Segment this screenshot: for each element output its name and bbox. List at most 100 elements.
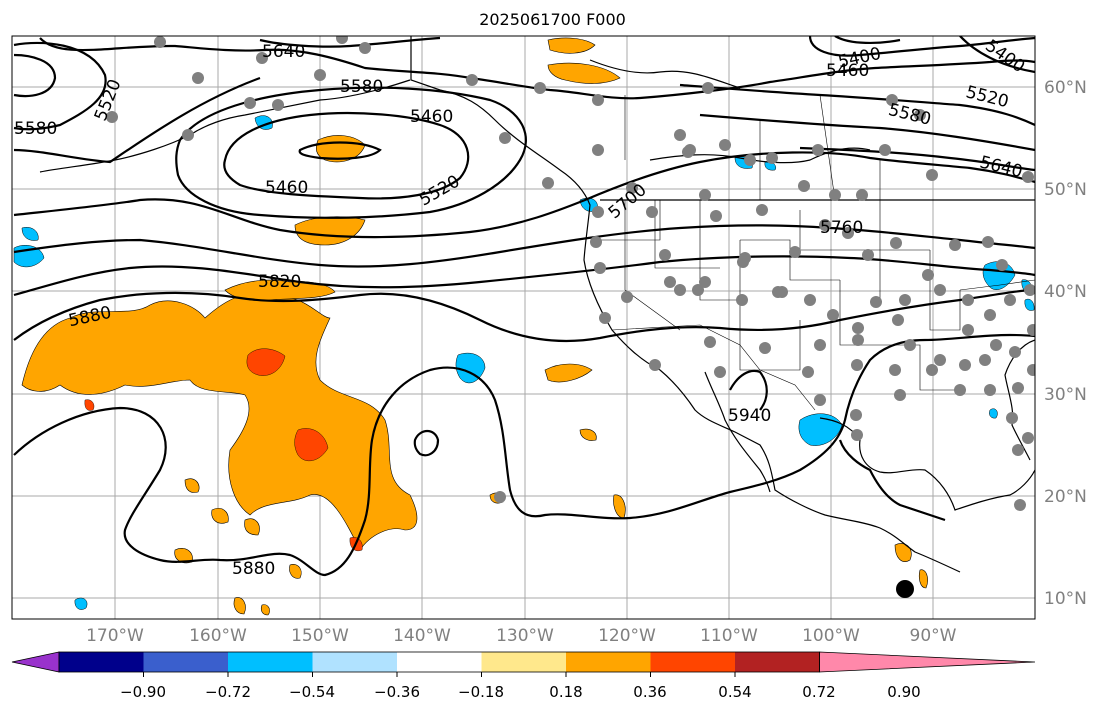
station-dot [949, 239, 961, 251]
station-dot [699, 189, 711, 201]
station-dot [1009, 346, 1021, 358]
station-dot [704, 336, 716, 348]
station-dot [744, 154, 756, 166]
map-frame [11, 35, 1036, 620]
station-dot [852, 334, 864, 346]
station-dot [850, 409, 862, 421]
political-borders [600, 94, 1035, 411]
contour-label: 5460 [826, 61, 869, 81]
contour-label: 5580 [14, 119, 57, 139]
colorbar-tick-label: 0.18 [549, 683, 583, 701]
station-dot [914, 109, 926, 121]
station-dot [959, 359, 971, 371]
station-dot [244, 97, 256, 109]
lat-label: 40°N [1044, 282, 1087, 302]
station-dot [154, 36, 166, 48]
positive-anomaly-shading [21, 37, 928, 616]
station-dot [684, 144, 696, 156]
station-dot [659, 249, 671, 261]
contour-5580-low [13, 76, 261, 164]
station-dot [926, 169, 938, 181]
station-dot [804, 294, 816, 306]
station-dot [592, 94, 604, 106]
station-dot [812, 144, 824, 156]
station-dot [814, 394, 826, 406]
station-dot [798, 180, 810, 192]
colorbar-tick-label: −0.36 [374, 683, 420, 701]
station-dot [990, 339, 1002, 351]
station-dot [776, 286, 788, 298]
station-dot [592, 206, 604, 218]
station-dot [856, 189, 868, 201]
contour-label: 5580 [340, 77, 383, 97]
contour-5820 [13, 255, 1035, 297]
contour-5640-ne [799, 146, 1035, 172]
station-dot [702, 82, 714, 94]
contour-5520-west [13, 53, 57, 98]
contour-5520 [175, 86, 527, 219]
station-dot [862, 249, 874, 261]
tropical-cyclone-marker [896, 580, 914, 598]
contour-5700 [13, 151, 1035, 239]
contour-5640-north [259, 36, 441, 48]
station-dot [894, 389, 906, 401]
station-dot [899, 294, 911, 306]
station-dot [879, 144, 891, 156]
station-dot [494, 491, 506, 503]
station-dot [699, 276, 711, 288]
colorbar-segment [59, 652, 144, 672]
colorbar-segment [735, 652, 820, 672]
lat-label: 20°N [1044, 487, 1087, 507]
station-dot [106, 111, 118, 123]
contour-5940 [729, 369, 768, 411]
station-dot [984, 384, 996, 396]
colorbar-tick-label: −0.54 [289, 683, 335, 701]
colorbar-segment [650, 652, 736, 672]
colorbar-outline [58, 651, 820, 673]
lon-label: 130°W [496, 626, 554, 646]
station-dot [719, 139, 731, 151]
station-dot [499, 132, 511, 144]
lat-label: 10°N [1044, 589, 1087, 609]
lon-label: 120°W [598, 626, 656, 646]
contour-label: 5820 [258, 272, 301, 292]
station-dot [710, 210, 722, 222]
station-markers [106, 36, 1035, 511]
station-dot [314, 69, 326, 81]
station-dot [922, 269, 934, 281]
station-dot [827, 309, 839, 321]
station-dot [646, 206, 658, 218]
colorbar-tick-label: 0.72 [802, 683, 836, 701]
station-dot [272, 99, 284, 111]
station-dot [594, 262, 606, 274]
contour-5580-ne [699, 113, 1035, 152]
station-dot [1027, 324, 1035, 336]
station-dot [851, 429, 863, 441]
station-dot [934, 354, 946, 366]
station-dot [851, 359, 863, 371]
lat-label: 50°N [1044, 180, 1087, 200]
station-dot [926, 364, 938, 376]
contour-5400-nw [959, 36, 1035, 74]
contour-5580 [39, 37, 1035, 100]
station-dot [542, 177, 554, 189]
station-dot [984, 309, 996, 321]
lon-label: 140°W [393, 626, 451, 646]
colorbar [11, 651, 1036, 677]
station-dot [756, 204, 768, 216]
station-dot [962, 324, 974, 336]
station-dot [1024, 284, 1035, 296]
lon-label: 110°W [700, 626, 758, 646]
lat-label: 30°N [1044, 385, 1087, 405]
lat-label: 60°N [1044, 78, 1087, 98]
contour-5580-west [13, 41, 107, 131]
station-dot [192, 72, 204, 84]
colorbar-segment [397, 652, 482, 672]
contour-label: 5940 [728, 406, 771, 426]
station-dot [1012, 444, 1024, 456]
station-dot [934, 284, 946, 296]
contour-label: 5640 [262, 42, 305, 62]
colorbar-tick-label: −0.18 [458, 683, 504, 701]
station-dot [664, 276, 676, 288]
